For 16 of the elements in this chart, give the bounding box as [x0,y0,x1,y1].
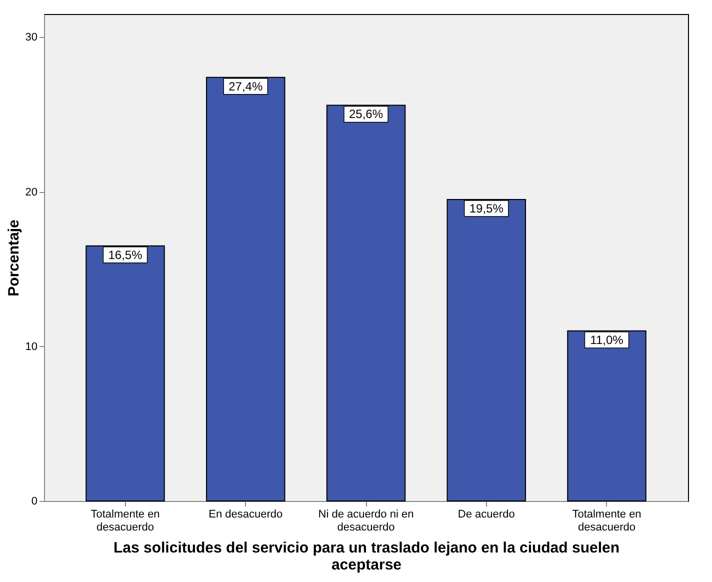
data-label: 27,4% [228,79,263,94]
x-tick-label: Totalmente en desacuerdo [90,508,160,534]
data-label: 16,5% [108,248,143,262]
y-tick-label: 0 [31,496,38,508]
data-label: 25,6% [348,107,384,122]
x-tick-label: En desacuerdo [208,508,283,520]
y-tick-label: 10 [25,340,38,353]
y-axis-title: Porcentaje [5,220,22,296]
x-axis-title: Las solicitudes del servicio para un traslado lejano en la ciudad suelen aceptarse [113,540,620,574]
data-label: 11,0% [590,332,624,347]
y-tick-label: 20 [25,186,38,198]
y-tick-label: 30 [25,32,38,44]
data-label: 19,5% [469,202,504,216]
x-tick-label: Totalmente en desacuerdo [572,508,642,534]
x-tick-label: Ni de acuerdo ni en desacuerdo [318,508,414,534]
x-tick-label: De acuerdo [458,508,515,520]
